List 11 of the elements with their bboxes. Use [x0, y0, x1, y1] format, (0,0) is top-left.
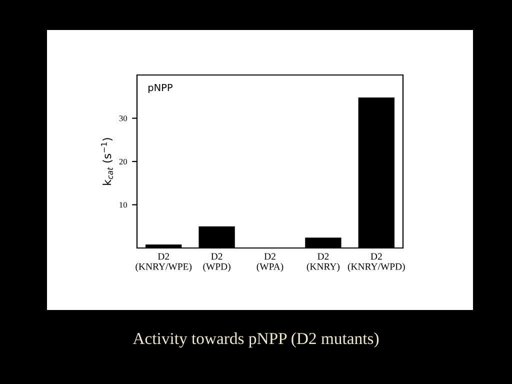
y-tick-label: 10 [120, 202, 127, 208]
y-tick-label: 30 [119, 116, 127, 122]
y-axis-title: k$_{cat}$ (s$^{−1}$) [101, 138, 113, 185]
x-tick-label: D2 (KNRY/WPD) [348, 253, 405, 272]
x-tick-label: D2 (KNRY/WPE) [136, 253, 192, 272]
annotation: pNPP [148, 84, 172, 94]
y-tick-label: 20 [119, 158, 127, 164]
x-tick-label: D2 (KNRY) [306, 253, 340, 272]
text: Activity towards pNPP (D2 mutants) [132, 332, 379, 348]
x-tick-label: D2 (WPA) [256, 253, 284, 272]
x-tick-label: D2 (WPD) [203, 253, 230, 272]
